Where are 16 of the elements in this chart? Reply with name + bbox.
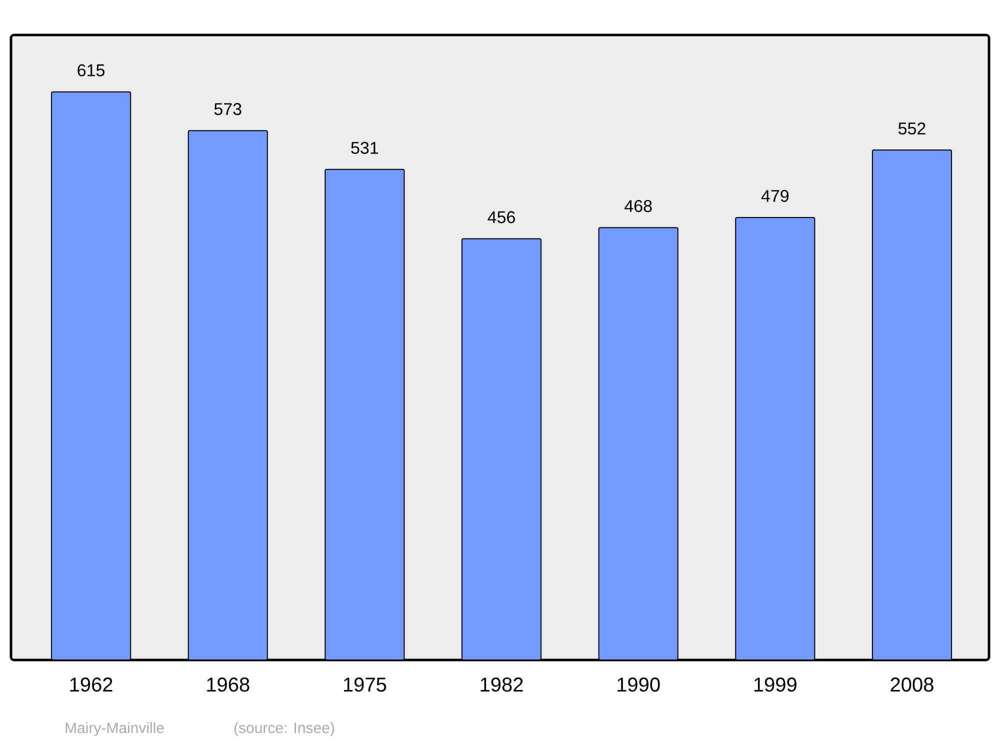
x-tick-label: 1962 <box>70 678 112 692</box>
text: (source: Insee) <box>234 722 334 736</box>
data-label: 468 <box>624 200 652 212</box>
x-tick-label: 1982 <box>480 678 523 692</box>
data-label: 615 <box>78 64 104 76</box>
x-tick-label: 1999 <box>754 678 796 692</box>
data-label: 573 <box>214 103 242 116</box>
x-tick-label: 1968 <box>207 678 250 692</box>
data-label: 552 <box>898 122 926 134</box>
x-tick-label: 1975 <box>344 678 386 692</box>
data-label: 456 <box>488 211 515 224</box>
data-label: 531 <box>351 142 378 154</box>
x-tick-label: 1990 <box>618 678 660 692</box>
data-label: 479 <box>761 190 789 202</box>
text: Mairy-Mainville <box>66 722 164 736</box>
x-tick-label: 2008 <box>890 678 934 692</box>
